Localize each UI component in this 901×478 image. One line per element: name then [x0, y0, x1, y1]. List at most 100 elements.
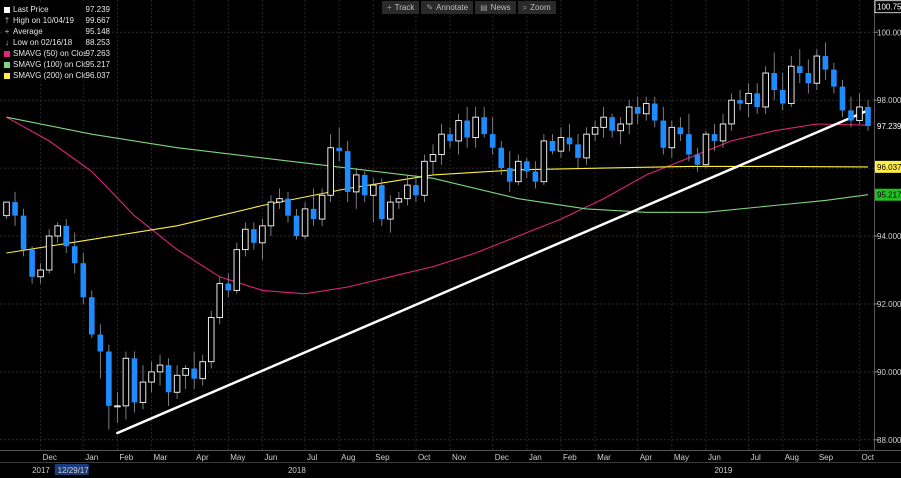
chart-legend: Last Price 97.239 † High on 10/04/19 99.… — [3, 4, 110, 81]
legend-value: 97.263 — [85, 49, 110, 58]
candle-body-up — [327, 147, 334, 196]
track-label: Track — [394, 3, 415, 12]
candle-body-up — [37, 269, 44, 278]
candle-body-down — [575, 144, 581, 158]
candle-body-down — [71, 246, 78, 264]
price-tag-label: 97.239 — [877, 122, 901, 131]
candle-body-down — [532, 171, 539, 182]
legend-label: Last Price — [13, 5, 49, 14]
candle-body-down — [549, 140, 556, 152]
candle-body-up — [395, 198, 403, 203]
chart-toolbar: + Track ✎ Annotate ▤ News ⌕ Zoom — [382, 1, 556, 14]
candle-body-down — [481, 117, 487, 135]
candle-body-down — [379, 185, 385, 220]
y-tick-label: 94.000 — [877, 232, 901, 241]
legend-row-average: + Average 95.148 — [3, 26, 110, 37]
month-label: Jul — [751, 453, 761, 462]
month-label: May — [230, 453, 245, 462]
candles-layer — [3, 42, 871, 430]
candle-body-down — [771, 73, 777, 90]
candle-body-down — [131, 358, 138, 403]
candle-body-down — [498, 147, 505, 169]
candle-body-down — [506, 168, 513, 182]
y-tick-label: 92.000 — [877, 300, 901, 309]
zoom-label: Zoom — [530, 3, 551, 12]
candle-body-down — [694, 154, 701, 165]
candle-body-down — [677, 127, 684, 135]
candle-body-up — [404, 184, 411, 200]
year-label: 2017 — [32, 466, 50, 475]
price-tag-box — [874, 0, 901, 14]
track-button[interactable]: + Track — [382, 1, 420, 14]
price-tag-box — [875, 120, 901, 133]
year-label: 12/29/17 — [58, 466, 90, 475]
low-marker-icon: ↓ — [5, 38, 9, 47]
y-tick-label: 100.000 — [877, 28, 901, 37]
candle-body-down — [20, 215, 27, 250]
candle-body-up — [421, 160, 428, 196]
candle-body-down — [848, 110, 854, 121]
candle-body-down — [686, 134, 692, 155]
smavg-200-swatch — [4, 72, 10, 79]
candle-body-down — [609, 117, 615, 131]
candle-body-down — [80, 263, 87, 298]
month-label: Oct — [418, 453, 431, 462]
legend-row-low: ↓ Low on 02/16/18 88.253 — [3, 37, 110, 48]
zoom-button[interactable]: ⌕ Zoom — [517, 1, 556, 14]
crosshair-icon: + — [387, 3, 392, 12]
price-tag-box — [875, 188, 901, 201]
date-highlight-box — [54, 464, 89, 475]
candle-body-up — [762, 72, 769, 108]
y-tick-label: 88.000 — [877, 436, 901, 445]
candle-body-down — [796, 66, 803, 74]
annotate-button[interactable]: ✎ Annotate — [421, 1, 474, 14]
candle-body-up — [702, 133, 710, 166]
month-label: Aug — [785, 453, 799, 462]
month-label: Jan — [85, 453, 98, 462]
candle-body-down — [106, 351, 112, 406]
legend-value: 96.037 — [85, 71, 110, 80]
month-label: Feb — [119, 453, 133, 462]
legend-label: High on 10/04/19 — [13, 16, 74, 25]
candle-body-up — [156, 364, 164, 373]
candle-body-up — [114, 405, 121, 408]
month-label: Feb — [563, 453, 577, 462]
candle-body-down — [822, 56, 829, 70]
legend-row-smavg-100: SMAVG (100) on Close 95.217 — [3, 59, 110, 70]
candle-body-down — [651, 103, 658, 121]
candle-body-up — [455, 120, 462, 142]
month-label: Dec — [495, 453, 509, 462]
month-label: Jun — [264, 453, 277, 462]
candle-body-up — [583, 133, 590, 159]
candle-body-up — [54, 225, 61, 237]
candle-body-up — [276, 198, 283, 203]
news-button[interactable]: ▤ News — [475, 1, 516, 14]
legend-row-smavg-200: SMAVG (200) on Close 96.037 — [3, 70, 110, 81]
candle-body-down — [634, 106, 641, 114]
news-label: News — [490, 3, 511, 12]
candle-body-up — [267, 201, 275, 227]
candle-body-down — [361, 174, 368, 196]
candle-body-up — [387, 201, 394, 220]
candle-body-down — [566, 137, 573, 145]
candle-body-down — [524, 161, 530, 172]
candle-body-up — [643, 103, 650, 115]
candle-body-up — [216, 283, 223, 318]
candle-body-up — [540, 140, 548, 183]
candle-body-down — [754, 93, 760, 107]
month-label: Dec — [43, 453, 57, 462]
candle-body-up — [301, 208, 309, 237]
average-marker-icon: + — [4, 27, 10, 36]
candle-body-up — [813, 55, 821, 84]
price-tag-label: 95.217 — [877, 191, 901, 200]
candle-body-down — [737, 100, 743, 104]
legend-label: Low on 02/16/18 — [13, 38, 73, 47]
legend-value: 95.217 — [85, 60, 110, 69]
candle-body-down — [12, 202, 18, 216]
candle-body-up — [515, 160, 522, 183]
month-label: Mar — [154, 453, 168, 462]
month-label: Apr — [640, 453, 653, 462]
candle-body-up — [259, 225, 266, 244]
month-label: Aug — [341, 453, 355, 462]
